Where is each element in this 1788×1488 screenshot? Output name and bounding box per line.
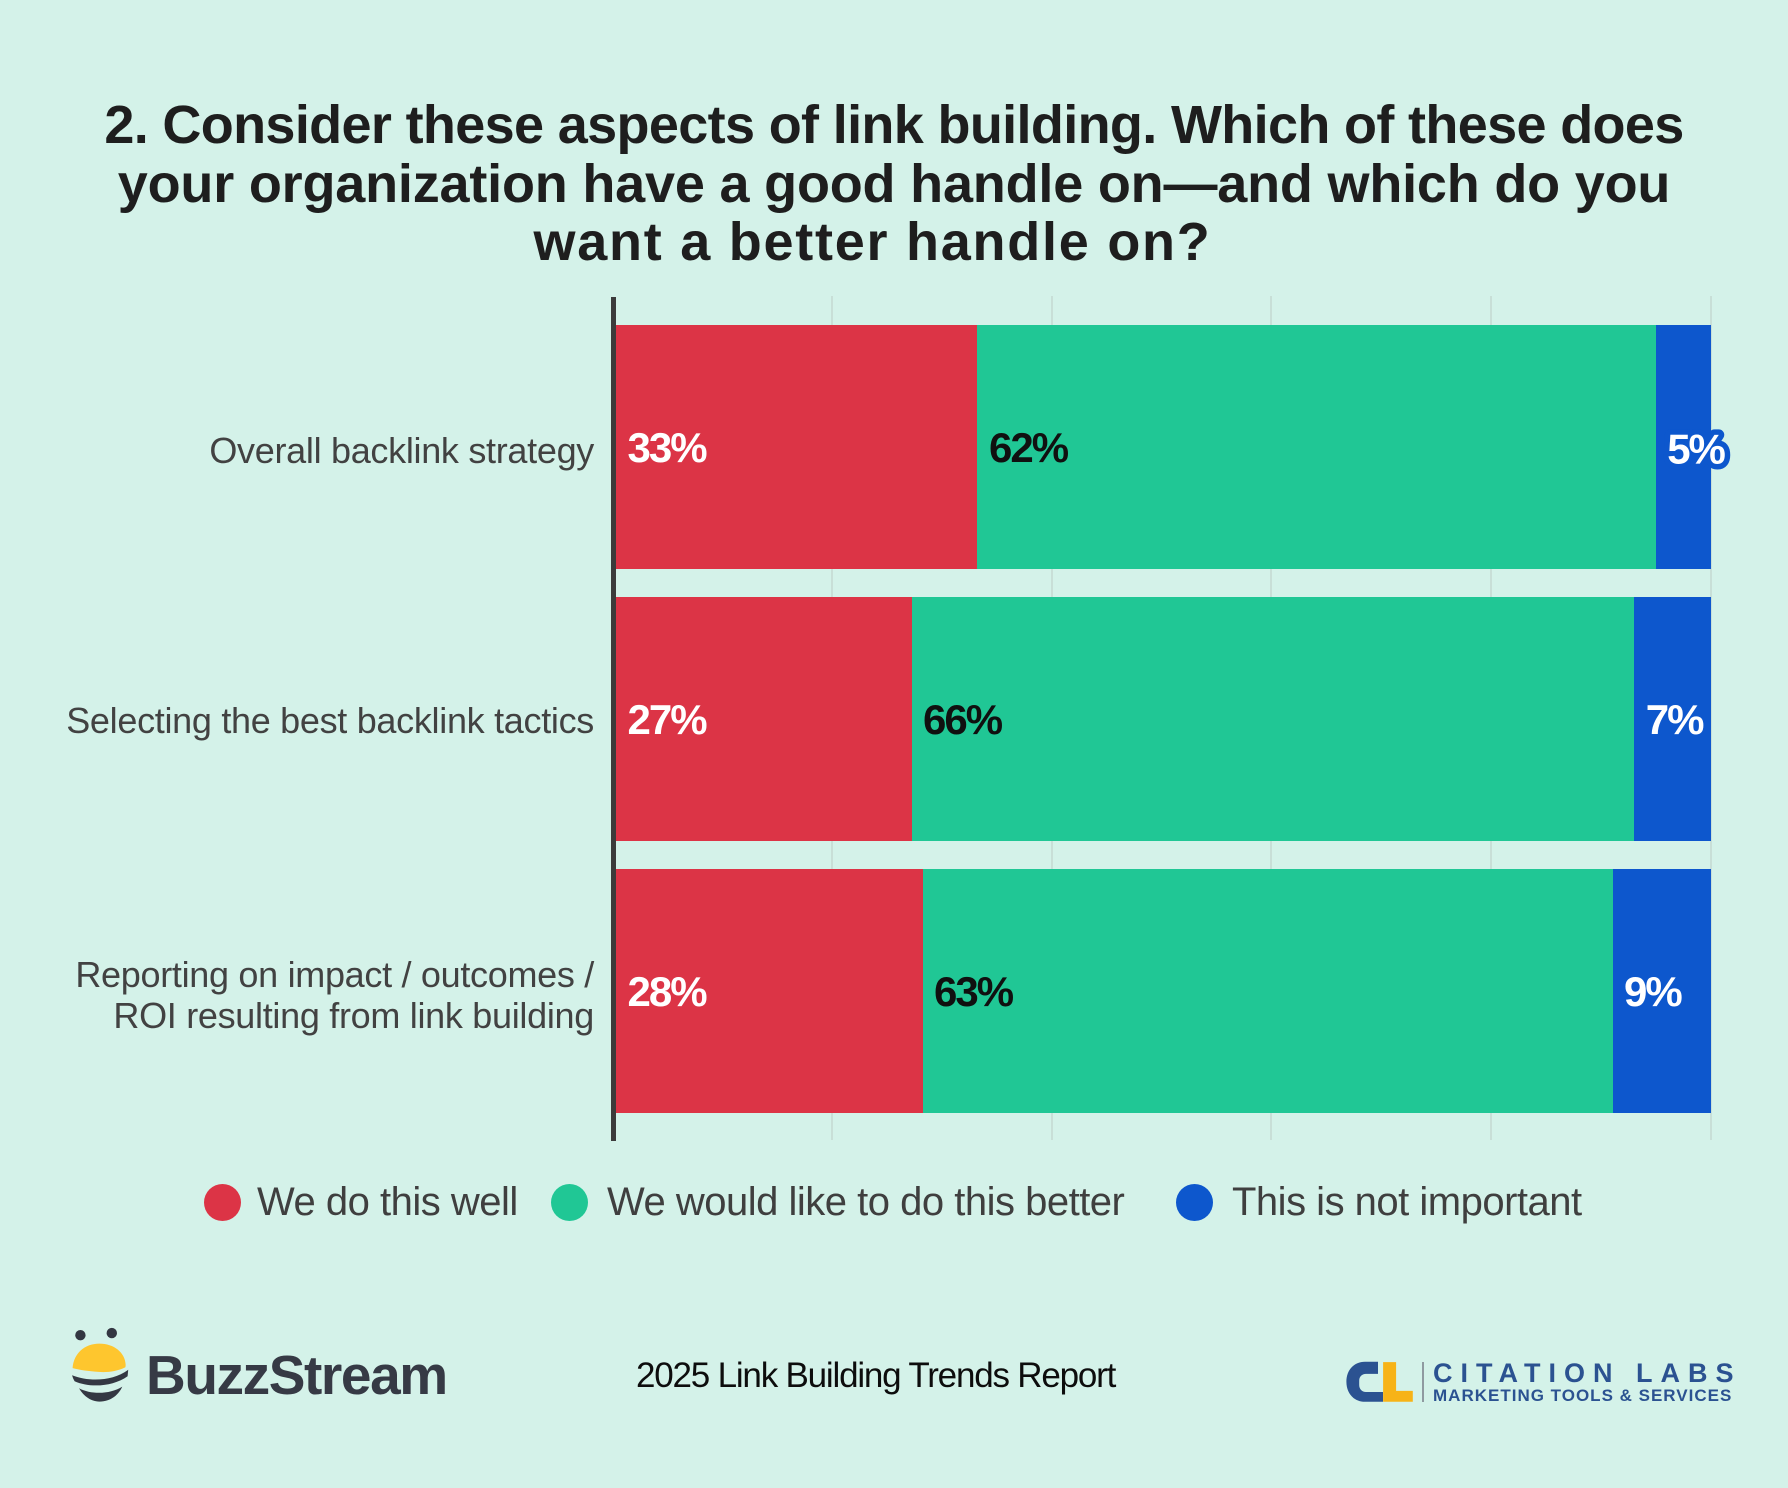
svg-text:5%: 5% bbox=[1667, 426, 1725, 473]
